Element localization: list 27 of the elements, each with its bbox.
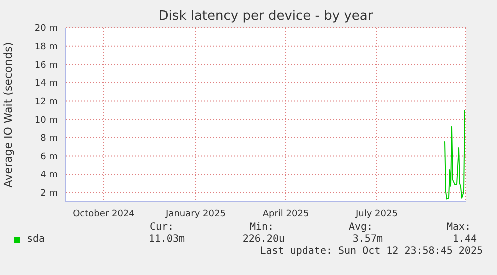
x-tick-label: April 2025 bbox=[262, 209, 310, 220]
x-tick-label: July 2025 bbox=[355, 209, 398, 220]
y-tick-label: 12 m bbox=[34, 97, 58, 108]
text: 3.57m bbox=[352, 234, 383, 245]
text: 1.44 bbox=[452, 234, 477, 245]
text: Avg: bbox=[349, 222, 374, 233]
y-axis-title: Average IO Wait (seconds) bbox=[2, 42, 15, 188]
y-tick-label: 18 m bbox=[34, 42, 58, 53]
y-tick-label: 2 m bbox=[40, 189, 58, 200]
y-tick-label: 10 m bbox=[34, 116, 58, 126]
y-tick-label: 20 m bbox=[34, 24, 58, 34]
y-tick-label: 14 m bbox=[34, 79, 58, 90]
text: 11.03m bbox=[148, 234, 185, 245]
text: 226.20u bbox=[242, 234, 285, 245]
text: Last update: Sun Oct 12 23:58:45 2025 bbox=[260, 246, 483, 257]
text: Cur: bbox=[150, 222, 174, 233]
text: Min: bbox=[250, 222, 274, 233]
y-tick-label: 8 m bbox=[40, 134, 58, 144]
chart-title: Disk latency per device - by year bbox=[158, 9, 374, 24]
text: Max: bbox=[447, 222, 472, 233]
y-tick-label: 6 m bbox=[40, 152, 58, 162]
legend-label: sda bbox=[27, 234, 46, 245]
y-tick-label: 4 m bbox=[40, 170, 58, 181]
line-series bbox=[444, 110, 466, 200]
y-tick-label: 16 m bbox=[34, 60, 58, 71]
x-tick-label: October 2024 bbox=[73, 209, 136, 220]
x-tick-label: January 2025 bbox=[165, 209, 226, 220]
